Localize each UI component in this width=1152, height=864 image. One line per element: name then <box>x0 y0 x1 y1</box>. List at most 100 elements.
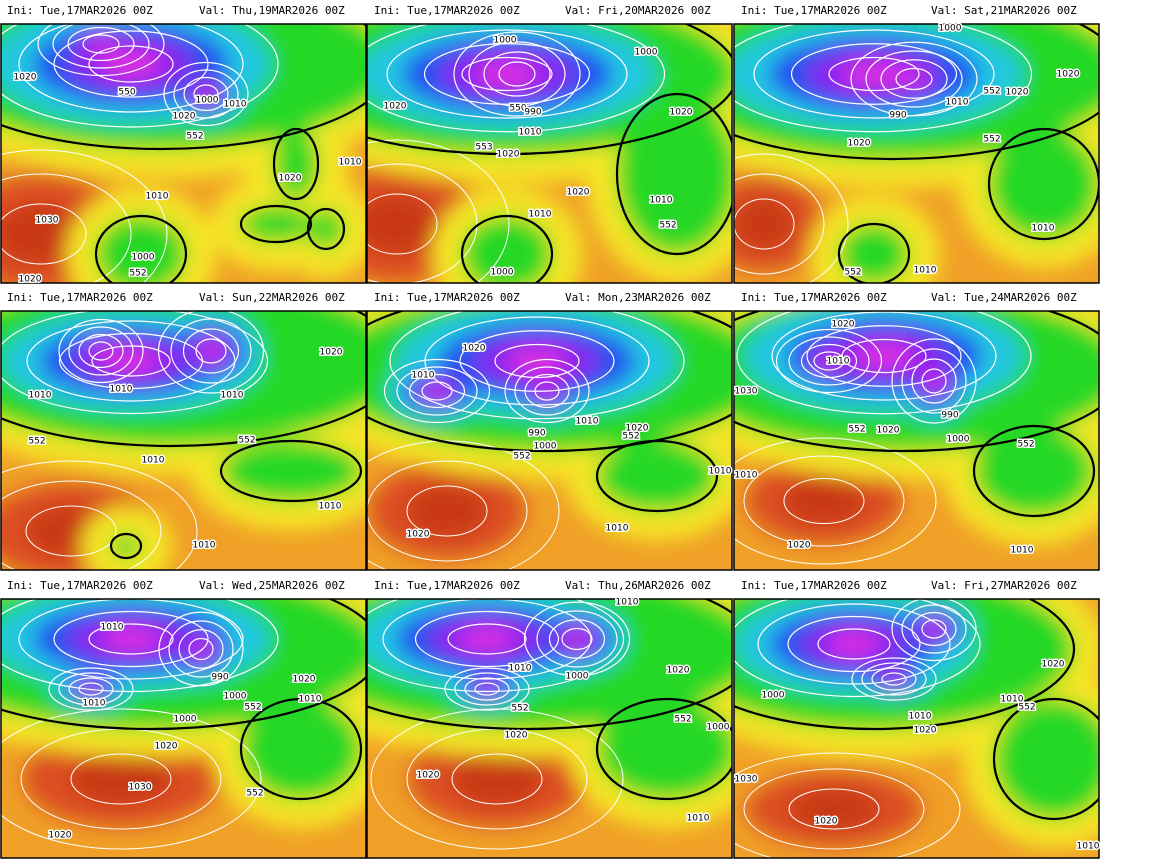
low-magenta <box>503 65 531 83</box>
init-time: Ini: Tue,17MAR2026 00Z <box>7 4 153 17</box>
isobar <box>367 440 560 570</box>
map-panel <box>367 311 732 570</box>
low-magenta <box>100 50 162 78</box>
contour-552 <box>239 697 363 801</box>
isobar <box>788 336 870 386</box>
contour-label: 550 <box>118 88 135 98</box>
isobar <box>454 672 520 706</box>
contour-label: 1000 <box>566 672 589 682</box>
isobar <box>494 343 580 379</box>
cold-area <box>241 206 311 242</box>
map-panel <box>734 311 1099 570</box>
contour-552 <box>367 311 732 453</box>
contour-label: 552 <box>674 715 691 725</box>
contour-label: 1020 <box>567 188 590 198</box>
isobar <box>453 31 581 117</box>
contour-label: 1020 <box>19 275 42 285</box>
map-panel <box>367 599 732 858</box>
field <box>734 24 1099 283</box>
valid-time: Val: Thu,26MAR2026 00Z <box>565 579 711 592</box>
panel-border <box>733 598 1100 859</box>
cold-area <box>989 129 1099 239</box>
contour-label: 552 <box>513 452 530 462</box>
contour-label: 1000 <box>947 435 970 445</box>
valid-time: Val: Thu,19MAR2026 00Z <box>199 4 345 17</box>
isobar <box>383 358 491 424</box>
contour-label: 1020 <box>14 73 37 83</box>
contour-label: 552 <box>238 436 255 446</box>
init-time: Ini: Tue,17MAR2026 00Z <box>374 291 520 304</box>
isobar <box>813 351 845 371</box>
cold-area <box>994 699 1099 819</box>
isobar <box>82 34 120 54</box>
contour-label: 1000 <box>635 48 658 58</box>
valid-time: Val: Tue,24MAR2026 00Z <box>931 291 1077 304</box>
cold-area <box>111 534 141 558</box>
isobar <box>895 67 933 91</box>
init-time: Ini: Tue,17MAR2026 00Z <box>741 579 887 592</box>
isobar <box>1 599 279 693</box>
isobar <box>536 610 618 668</box>
contour-label: 1020 <box>815 817 838 827</box>
contour-label: 1010 <box>224 100 247 110</box>
contour-label: 1010 <box>827 357 850 367</box>
contour-label: 552 <box>1017 440 1034 450</box>
valid-time: Val: Mon,23MAR2026 00Z <box>565 291 711 304</box>
contour-label: 1000 <box>534 442 557 452</box>
init-time: Ini: Tue,17MAR2026 00Z <box>374 579 520 592</box>
isobar <box>451 753 543 805</box>
contour-label: 553 <box>475 143 492 153</box>
panel-border <box>733 23 1100 284</box>
isobar <box>504 358 590 424</box>
warm-core <box>784 478 864 524</box>
isobar <box>53 610 209 668</box>
isobar <box>382 599 592 680</box>
isobar <box>901 348 967 414</box>
contour-label: 1010 <box>509 664 532 674</box>
contour-label: 1010 <box>709 467 732 477</box>
low-magenta <box>925 622 943 636</box>
isobar <box>800 343 858 379</box>
map-panel <box>367 24 732 283</box>
low-magenta <box>818 354 840 368</box>
isobar <box>88 341 114 361</box>
panel-border <box>366 23 733 284</box>
isobar <box>68 677 114 701</box>
warm-core <box>734 199 794 249</box>
isobar <box>158 611 244 687</box>
isobar <box>734 437 937 565</box>
contour-label: 1020 <box>1042 660 1065 670</box>
contour-label: 1010 <box>29 391 52 401</box>
isobar <box>548 619 606 659</box>
isobar <box>783 478 865 524</box>
isobar <box>386 29 628 119</box>
panel-border <box>0 310 367 571</box>
contour-label: 1030 <box>129 783 152 793</box>
init-time: Ini: Tue,17MAR2026 00Z <box>7 291 153 304</box>
contour-label: 1020 <box>417 771 440 781</box>
isobar <box>195 338 227 364</box>
isobar <box>423 43 591 105</box>
isobar <box>193 84 219 104</box>
contour-label: 1010 <box>616 598 639 608</box>
isobar <box>771 311 997 401</box>
isobar <box>851 657 937 701</box>
contour-label: 552 <box>983 135 1000 145</box>
low-magenta <box>841 61 907 87</box>
contour-label: 1020 <box>505 731 528 741</box>
contour-label: 1010 <box>946 98 969 108</box>
low-magenta <box>200 342 222 360</box>
isobar <box>367 163 478 283</box>
cold-area <box>974 426 1094 516</box>
isobar <box>53 30 209 98</box>
contour-label: 1000 <box>494 36 517 46</box>
isobar <box>734 752 961 858</box>
contour-label: 1020 <box>173 112 196 122</box>
isobar <box>734 599 981 698</box>
contour-label: 1020 <box>49 831 72 841</box>
isobar <box>788 788 880 830</box>
contour-label: 1020 <box>293 675 316 685</box>
contour-label: 1020 <box>497 150 520 160</box>
map-panel <box>734 24 1099 283</box>
valid-time: Val: Fri,27MAR2026 00Z <box>931 579 1077 592</box>
